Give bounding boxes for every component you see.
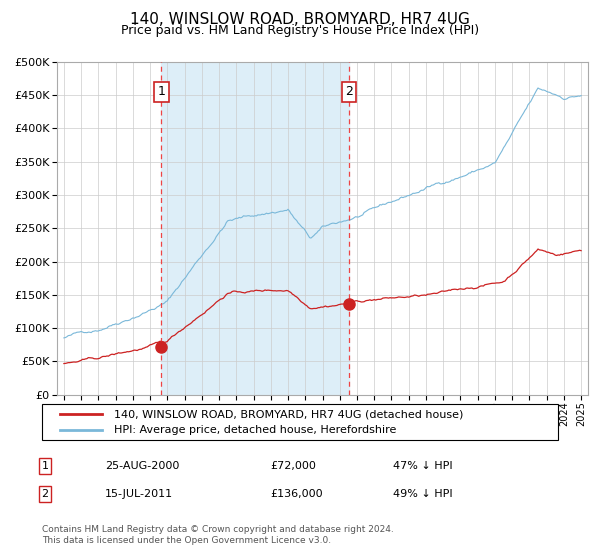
Text: 140, WINSLOW ROAD, BROMYARD, HR7 4UG (detached house): 140, WINSLOW ROAD, BROMYARD, HR7 4UG (de… [114, 409, 463, 419]
Text: 25-AUG-2000: 25-AUG-2000 [105, 461, 179, 471]
Text: 140, WINSLOW ROAD, BROMYARD, HR7 4UG: 140, WINSLOW ROAD, BROMYARD, HR7 4UG [130, 12, 470, 27]
Text: £72,000: £72,000 [270, 461, 316, 471]
Text: 15-JUL-2011: 15-JUL-2011 [105, 489, 173, 499]
Text: Price paid vs. HM Land Registry's House Price Index (HPI): Price paid vs. HM Land Registry's House … [121, 24, 479, 36]
Text: 47% ↓ HPI: 47% ↓ HPI [393, 461, 452, 471]
Text: 2: 2 [41, 489, 49, 499]
Text: 2: 2 [345, 85, 353, 98]
Text: 1: 1 [157, 85, 165, 98]
Bar [161, 62, 349, 395]
Text: HPI: Average price, detached house, Herefordshire: HPI: Average price, detached house, Here… [114, 424, 397, 435]
Text: 1: 1 [41, 461, 49, 471]
Text: Contains HM Land Registry data © Crown copyright and database right 2024.
This d: Contains HM Land Registry data © Crown c… [42, 525, 394, 545]
Text: £136,000: £136,000 [270, 489, 323, 499]
Text: 49% ↓ HPI: 49% ↓ HPI [393, 489, 452, 499]
